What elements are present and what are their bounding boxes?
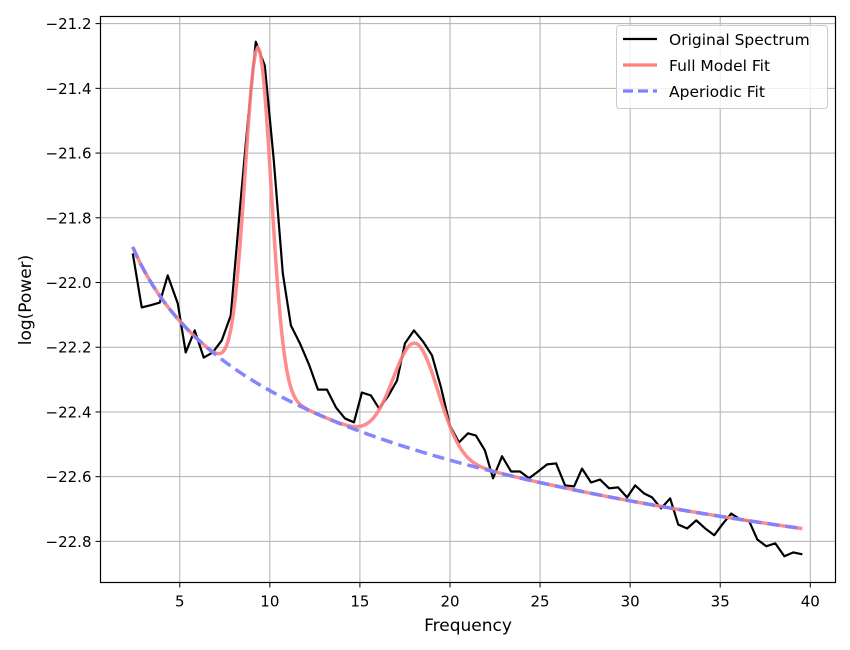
legend-box xyxy=(616,25,828,109)
legend-full-model-fit-label: Full Model Fit xyxy=(669,57,770,75)
y-tick-label: −21.8 xyxy=(46,209,92,227)
x-tick-label: 35 xyxy=(711,593,730,611)
full-model-fit-line xyxy=(131,45,803,531)
x-tick-label: 20 xyxy=(440,593,459,611)
x-tick-label: 40 xyxy=(801,593,820,611)
x-tick-label: 5 xyxy=(175,593,185,611)
x-axis-ticks: 5 10 15 20 25 30 35 40 xyxy=(175,582,820,611)
x-tick-label: 25 xyxy=(531,593,550,611)
y-axis-label: log(Power) xyxy=(16,255,36,346)
legend-original-spectrum-label: Original Spectrum xyxy=(669,31,810,49)
y-tick-label: −22.6 xyxy=(46,468,92,486)
x-tick-label: 10 xyxy=(260,593,279,611)
x-tick-label: 30 xyxy=(621,593,640,611)
axes-frame xyxy=(99,15,837,584)
aperiodic-fit-line xyxy=(131,246,803,531)
y-tick-label: −21.2 xyxy=(46,15,92,33)
y-tick-label: −22.0 xyxy=(46,274,92,292)
legend-aperiodic-fit-label: Aperiodic Fit xyxy=(669,83,765,101)
x-axis-label: Frequency xyxy=(424,616,512,636)
y-tick-label: −22.2 xyxy=(46,339,92,357)
y-tick-label: −21.6 xyxy=(46,145,92,163)
y-tick-label: −22.4 xyxy=(46,403,92,421)
plot-lines xyxy=(131,40,803,558)
x-tick-label: 15 xyxy=(350,593,369,611)
legend: Original Spectrum Full Model Fit Aperiod… xyxy=(616,25,828,109)
y-tick-label: −21.4 xyxy=(46,80,92,98)
y-tick-label: −22.8 xyxy=(46,533,92,551)
y-axis-ticks: −21.2 −21.4 −21.6 −21.8 −22.0 −22.2 −22.4 −22.6… xyxy=(46,15,101,551)
